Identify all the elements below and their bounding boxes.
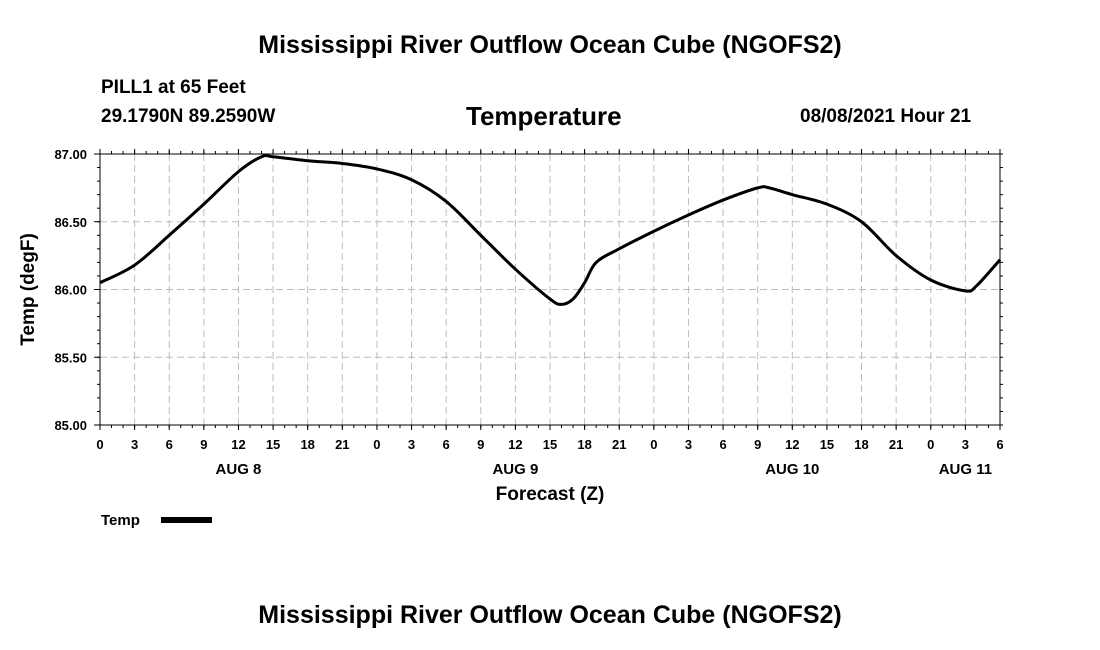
x-tick-label: 12 [785, 437, 799, 452]
series-line-temp [99, 153, 1002, 306]
footer-title: Mississippi River Outflow Ocean Cube (NG… [258, 601, 842, 629]
x-tick-label: 3 [685, 437, 692, 452]
x-tick-label: 15 [543, 437, 557, 452]
x-tick-label: 21 [335, 437, 349, 452]
legend-label: Temp [101, 512, 140, 529]
day-label: AUG 11 [939, 461, 992, 478]
coordinates-label: 29.1790N 89.2590W [101, 106, 276, 127]
x-tick-label: 6 [166, 437, 173, 452]
tick-labels: 85.00 85.50 86.00 86.50 87.00 0 3 6 9 12 15 18 21 0 3 6… [54, 147, 1003, 478]
x-tick-label: 3 [962, 437, 969, 452]
forecast-datetime: 08/08/2021 Hour 21 [800, 106, 972, 127]
x-tick-label: 9 [754, 437, 761, 452]
chart-title: Mississippi River Outflow Ocean Cube (NG… [258, 31, 842, 59]
x-tick-label: 6 [443, 437, 450, 452]
x-tick-label: 9 [477, 437, 484, 452]
x-tick-label: 0 [927, 437, 934, 452]
x-tick-label: 3 [408, 437, 415, 452]
x-tick-label: 15 [820, 437, 834, 452]
x-tick-label: 18 [854, 437, 868, 452]
plot-frame [99, 153, 1001, 426]
station-label: PILL1 at 65 Feet [101, 77, 246, 98]
x-tick-label: 21 [889, 437, 903, 452]
axis-ticks [94, 149, 1003, 430]
day-label: AUG 9 [492, 461, 538, 478]
grid-lines [100, 154, 1000, 425]
x-tick-label: 0 [650, 437, 657, 452]
x-tick-label: 3 [131, 437, 138, 452]
x-tick-label: 9 [200, 437, 207, 452]
day-label: AUG 8 [216, 461, 262, 478]
x-axis-label: Forecast (Z) [496, 484, 605, 505]
y-tick-label: 86.50 [54, 215, 87, 230]
x-tick-label: 12 [231, 437, 245, 452]
y-tick-label: 86.00 [54, 283, 87, 298]
x-tick-label: 18 [300, 437, 314, 452]
day-label: AUG 10 [765, 461, 819, 478]
x-tick-label: 6 [719, 437, 726, 452]
parameter-title: Temperature [466, 101, 622, 131]
x-tick-label: 6 [996, 437, 1003, 452]
y-axis-label: Temp (degF) [18, 233, 39, 346]
x-tick-label: 15 [266, 437, 280, 452]
y-tick-label: 85.00 [54, 418, 87, 433]
x-tick-label: 0 [96, 437, 103, 452]
x-tick-label: 18 [577, 437, 591, 452]
y-tick-label: 85.50 [54, 350, 87, 365]
x-tick-label: 21 [612, 437, 626, 452]
y-tick-label: 87.00 [54, 147, 87, 162]
x-tick-label: 12 [508, 437, 522, 452]
x-tick-label: 0 [373, 437, 380, 452]
